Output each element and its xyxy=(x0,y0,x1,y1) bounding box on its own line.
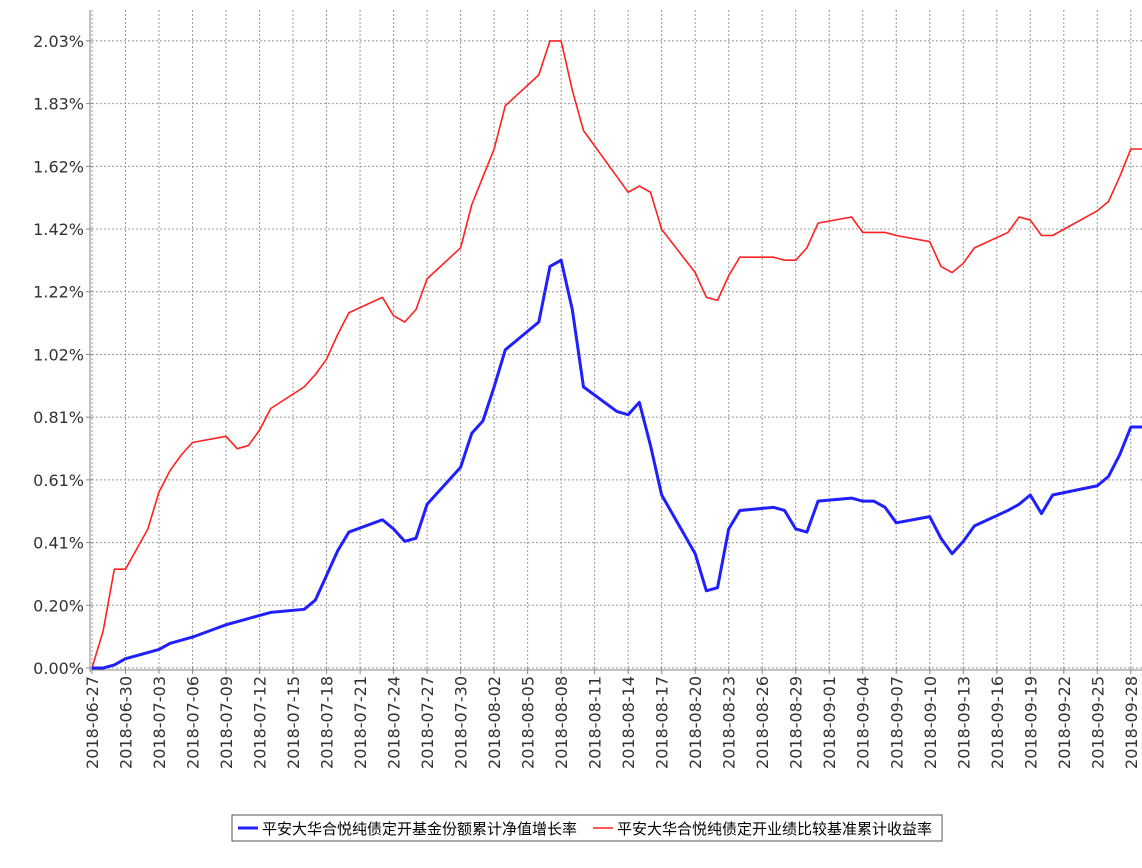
x-tick-label: 2018-09-01 xyxy=(820,676,839,769)
x-tick-label: 2018-07-15 xyxy=(284,676,303,769)
x-tick-label: 2018-09-04 xyxy=(854,676,873,769)
x-tick-label: 2018-06-27 xyxy=(83,676,102,769)
x-tick-label: 2018-07-27 xyxy=(418,676,437,769)
y-tick-label: 1.62% xyxy=(33,157,84,176)
x-tick-label: 2018-09-22 xyxy=(1055,676,1074,769)
x-tick-label: 2018-08-08 xyxy=(552,676,571,769)
x-tick-label: 2018-09-10 xyxy=(921,676,940,769)
x-tick-label: 2018-08-29 xyxy=(787,676,806,769)
x-tick-label: 2018-08-05 xyxy=(519,676,538,769)
legend-label: 平安大华合悦纯债定开基金份额累计净值增长率 xyxy=(262,820,577,838)
x-tick-label: 2018-08-23 xyxy=(720,676,739,769)
x-tick-label: 2018-09-07 xyxy=(887,676,906,769)
y-tick-label: 1.22% xyxy=(33,283,84,302)
x-tick-label: 2018-07-30 xyxy=(452,676,471,769)
x-tick-label: 2018-09-16 xyxy=(988,676,1007,769)
legend-box xyxy=(231,814,943,842)
y-tick-label: 0.00% xyxy=(33,659,84,678)
x-tick-label: 2018-09-19 xyxy=(1021,676,1040,769)
x-tick-label: 2018-07-12 xyxy=(251,676,270,769)
y-tick-label: 1.83% xyxy=(33,95,84,114)
x-tick-label: 2018-08-11 xyxy=(586,676,605,769)
x-tick-label: 2018-08-14 xyxy=(619,676,638,769)
y-tick-label: 0.81% xyxy=(33,408,84,427)
x-tick-label: 2018-09-13 xyxy=(954,676,973,769)
y-tick-label: 0.41% xyxy=(33,534,84,553)
x-tick-label: 2018-09-25 xyxy=(1088,676,1107,769)
x-tick-label: 2018-06-30 xyxy=(117,676,136,769)
plot-area xyxy=(90,10,1142,668)
x-tick-label: 2018-08-26 xyxy=(753,676,772,769)
x-tick-label: 2018-08-17 xyxy=(653,676,672,769)
x-tick-label: 2018-08-02 xyxy=(485,676,504,769)
line-series xyxy=(92,258,1142,670)
x-tick-label: 2018-07-09 xyxy=(217,676,236,769)
y-tick-label: 0.61% xyxy=(33,471,84,490)
x-tick-label: 2018-07-06 xyxy=(184,676,203,769)
y-tick-label: 0.20% xyxy=(33,596,84,615)
y-tick-label: 2.03% xyxy=(33,32,84,51)
x-tick-label: 2018-07-21 xyxy=(351,676,370,769)
x-tick-label: 2018-07-24 xyxy=(385,676,404,769)
x-tick-label: 2018-07-18 xyxy=(318,676,337,769)
legend: 平安大华合悦纯债定开基金份额累计净值增长率 平安大华合悦纯债定开业绩比较基准累计收… xyxy=(231,814,943,842)
x-tick-label: 2018-07-03 xyxy=(150,676,169,769)
x-tick-label: 2018-09-28 xyxy=(1122,676,1141,769)
line-series xyxy=(91,40,1142,669)
x-tick-label: 2018-08-20 xyxy=(686,676,705,769)
legend-label: 平安大华合悦纯债定开业绩比较基准累计收益率 xyxy=(617,820,932,838)
y-tick-label: 1.02% xyxy=(33,345,84,364)
y-tick-label: 1.42% xyxy=(33,220,84,239)
